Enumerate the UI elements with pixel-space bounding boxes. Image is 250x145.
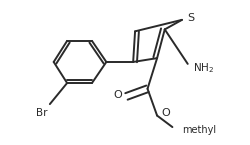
Text: Br: Br [36,108,48,118]
Text: S: S [187,13,194,23]
Text: NH$_2$: NH$_2$ [193,61,214,75]
Text: O: O [112,90,121,100]
Text: methyl: methyl [181,125,215,135]
Text: O: O [160,108,169,118]
